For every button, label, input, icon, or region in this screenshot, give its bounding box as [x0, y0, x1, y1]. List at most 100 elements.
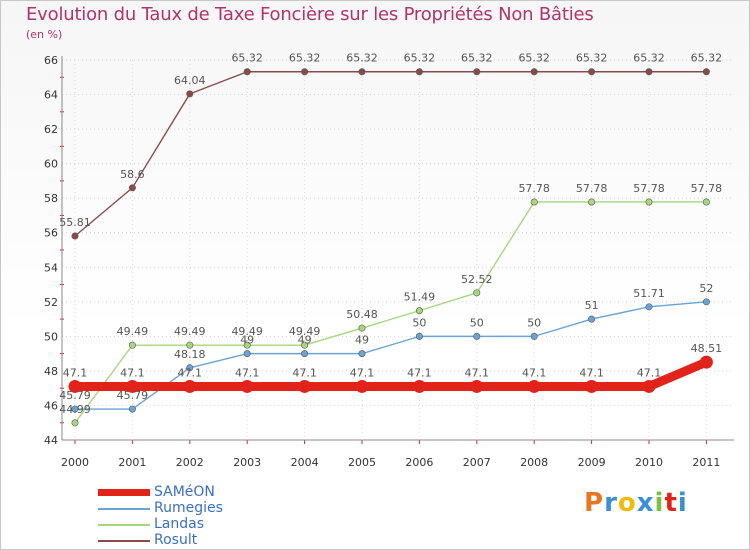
data-label: 65.32 [518, 52, 550, 65]
x-tick-label: 2008 [520, 456, 548, 469]
y-tick-label: 50 [44, 330, 58, 343]
data-label: 51.71 [633, 287, 665, 300]
data-point [301, 341, 309, 349]
data-point [585, 379, 599, 393]
data-label: 50 [527, 316, 541, 329]
data-label: 47.1 [63, 366, 88, 379]
data-label: 51 [585, 299, 599, 312]
data-label: 49 [355, 334, 369, 347]
data-label: 57.78 [518, 182, 550, 195]
data-point [186, 90, 194, 98]
y-tick-label: 44 [44, 434, 58, 447]
data-point [588, 68, 596, 76]
proxiti-logo: Proxiti [584, 488, 688, 518]
data-label: 57.78 [633, 182, 665, 195]
data-label: 65.32 [289, 52, 321, 65]
x-tick-label: 2001 [118, 456, 146, 469]
data-point [240, 379, 254, 393]
data-point [355, 379, 369, 393]
data-point [68, 379, 82, 393]
data-point [645, 303, 653, 311]
data-label: 49.49 [231, 325, 263, 338]
data-point [530, 332, 538, 340]
data-label: 47.1 [637, 366, 662, 379]
logo-letter: r [604, 488, 618, 518]
x-tick-label: 2005 [348, 456, 376, 469]
data-label: 47.1 [465, 366, 490, 379]
chart-title: Evolution du Taux de Taxe Foncière sur l… [26, 4, 594, 25]
data-point [412, 379, 426, 393]
x-tick-label: 2011 [692, 456, 720, 469]
data-label: 45.79 [117, 389, 149, 402]
data-label: 47.1 [579, 366, 604, 379]
data-label: 50 [412, 316, 426, 329]
data-label: 65.32 [576, 52, 608, 65]
data-point [530, 198, 538, 206]
y-tick-label: 56 [44, 227, 58, 240]
data-label: 47.1 [407, 366, 432, 379]
data-label: 65.32 [404, 52, 436, 65]
data-label: 49 [298, 334, 312, 347]
data-point [415, 68, 423, 76]
logo-letter: i [677, 488, 688, 518]
data-point [702, 198, 710, 206]
data-point [298, 379, 312, 393]
data-point [243, 341, 251, 349]
data-point [702, 298, 710, 306]
series-line-saméon [70, 357, 711, 391]
data-point [415, 307, 423, 315]
data-label: 57.78 [691, 182, 723, 195]
y-tick-label: 54 [44, 261, 58, 274]
data-point [588, 315, 596, 323]
x-tick-label: 2007 [463, 456, 491, 469]
data-point [183, 379, 197, 393]
legend-label: Rosult [154, 532, 198, 548]
data-label: 65.32 [633, 52, 665, 65]
data-point [473, 289, 481, 297]
data-label: 65.32 [346, 52, 378, 65]
y-tick-label: 58 [44, 192, 58, 205]
y-tick-label: 64 [44, 89, 58, 102]
series-line-landas [74, 201, 708, 424]
data-point [301, 68, 309, 76]
y-tick-label: 62 [44, 123, 58, 136]
data-label: 47.1 [235, 366, 260, 379]
data-point [128, 405, 136, 413]
data-label: 47.1 [120, 366, 145, 379]
data-point [358, 324, 366, 332]
data-label: 65.32 [231, 52, 263, 65]
x-tick-label: 2010 [635, 456, 663, 469]
data-point [301, 350, 309, 358]
legend-label: Rumegies [154, 500, 223, 516]
data-point [642, 379, 656, 393]
data-label: 47.1 [292, 366, 317, 379]
data-label: 65.32 [691, 52, 723, 65]
legend-swatch [98, 524, 150, 526]
data-point [530, 68, 538, 76]
logo-letter: P [584, 488, 605, 518]
data-point [358, 350, 366, 358]
series-line-rosult [74, 71, 708, 237]
data-label: 44.99 [59, 403, 91, 416]
data-label: 49.49 [117, 325, 149, 338]
data-point [645, 198, 653, 206]
data-point [186, 364, 194, 372]
y-tick-label: 60 [44, 158, 58, 171]
data-point [588, 198, 596, 206]
data-point [470, 379, 484, 393]
data-label: 52 [699, 282, 713, 295]
data-label: 58.6 [120, 168, 145, 181]
data-point [71, 419, 79, 427]
data-point [699, 355, 713, 369]
data-label: 48.51 [691, 342, 723, 355]
line-chart: 44 46 48 50 52 54 56 58 60 62 64 66 2000 2001 2002 2003… [44, 52, 734, 469]
data-point [645, 68, 653, 76]
data-point [128, 341, 136, 349]
data-point [473, 332, 481, 340]
data-label: 49.49 [289, 325, 321, 338]
data-point [186, 341, 194, 349]
logo-letter: o [617, 488, 637, 518]
legend-swatch [98, 489, 150, 496]
data-point [243, 350, 251, 358]
data-label: 49 [240, 334, 254, 347]
